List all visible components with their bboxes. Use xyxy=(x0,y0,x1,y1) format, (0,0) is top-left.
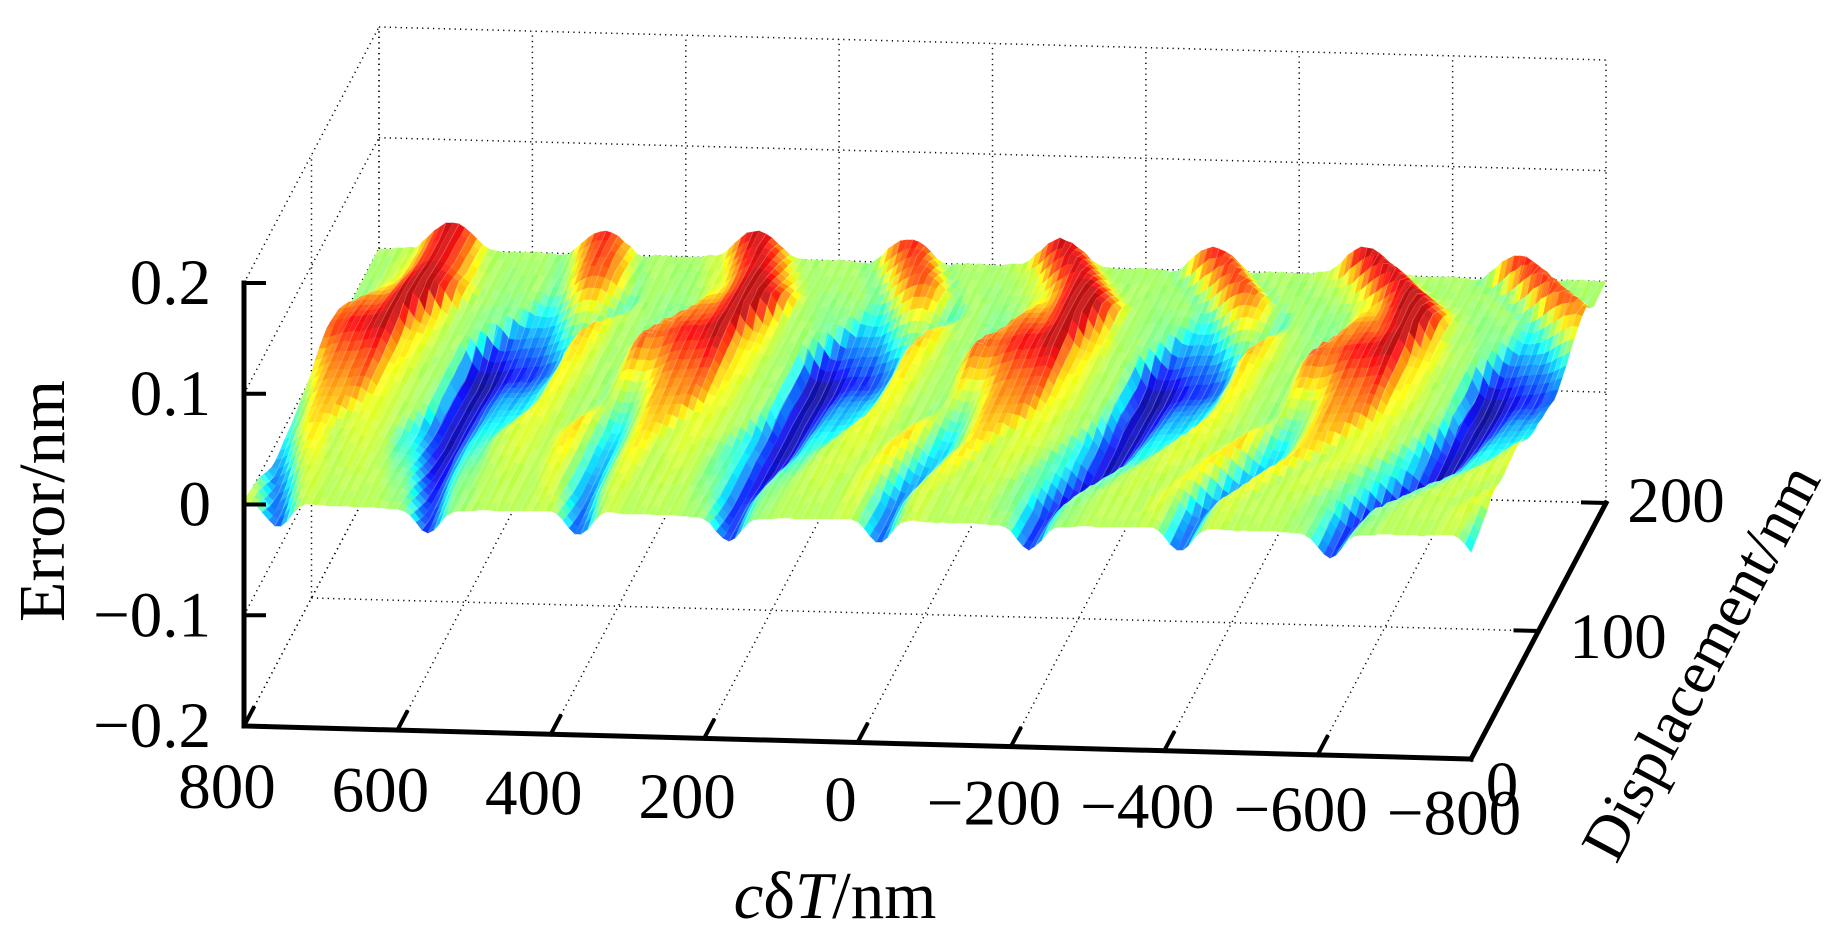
svg-text:200: 200 xyxy=(638,761,736,833)
svg-text:−0.2: −0.2 xyxy=(93,690,211,762)
svg-text:0: 0 xyxy=(824,764,857,836)
svg-text:600: 600 xyxy=(332,754,430,826)
svg-text:−200: −200 xyxy=(927,768,1061,840)
svg-text:cδT/nm: cδT/nm xyxy=(734,859,937,933)
svg-text:0: 0 xyxy=(1486,749,1519,821)
svg-text:0.2: 0.2 xyxy=(130,247,211,319)
svg-text:−800: −800 xyxy=(1387,777,1521,849)
svg-text:0: 0 xyxy=(179,469,212,541)
svg-text:800: 800 xyxy=(178,751,276,823)
svg-text:400: 400 xyxy=(485,758,583,830)
svg-text:0.1: 0.1 xyxy=(130,358,211,430)
svg-text:200: 200 xyxy=(1627,465,1725,537)
svg-text:Error/nm: Error/nm xyxy=(6,380,79,622)
svg-text:−0.1: −0.1 xyxy=(93,579,211,651)
svg-text:−600: −600 xyxy=(1234,774,1368,846)
svg-text:−400: −400 xyxy=(1080,771,1214,843)
svg-text:100: 100 xyxy=(1569,601,1667,673)
